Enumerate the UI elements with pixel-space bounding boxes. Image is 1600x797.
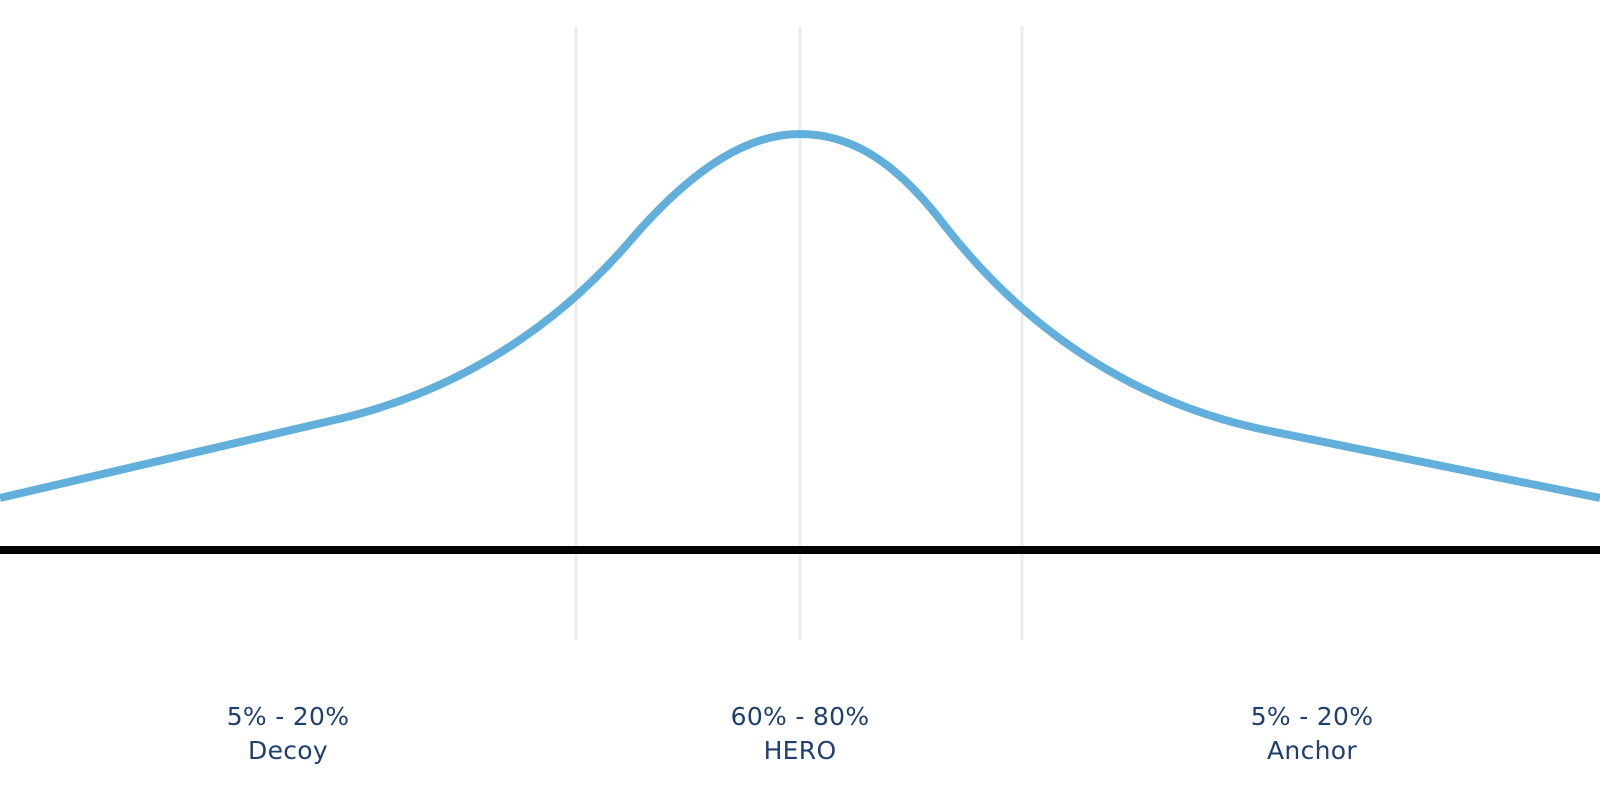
anchor-range: 5% - 20% [1250,702,1374,731]
bell-curve [0,130,1600,502]
segment-label-decoy: 5% - 20% Decoy [138,700,438,768]
anchor-name: Anchor [1267,736,1357,765]
hero-range: 60% - 80% [730,702,870,731]
segment-label-hero: 60% - 80% HERO [650,700,950,768]
hero-name: HERO [763,736,837,765]
segment-label-anchor: 5% - 20% Anchor [1162,700,1462,768]
decoy-name: Decoy [248,736,328,765]
decoy-range: 5% - 20% [226,702,350,731]
